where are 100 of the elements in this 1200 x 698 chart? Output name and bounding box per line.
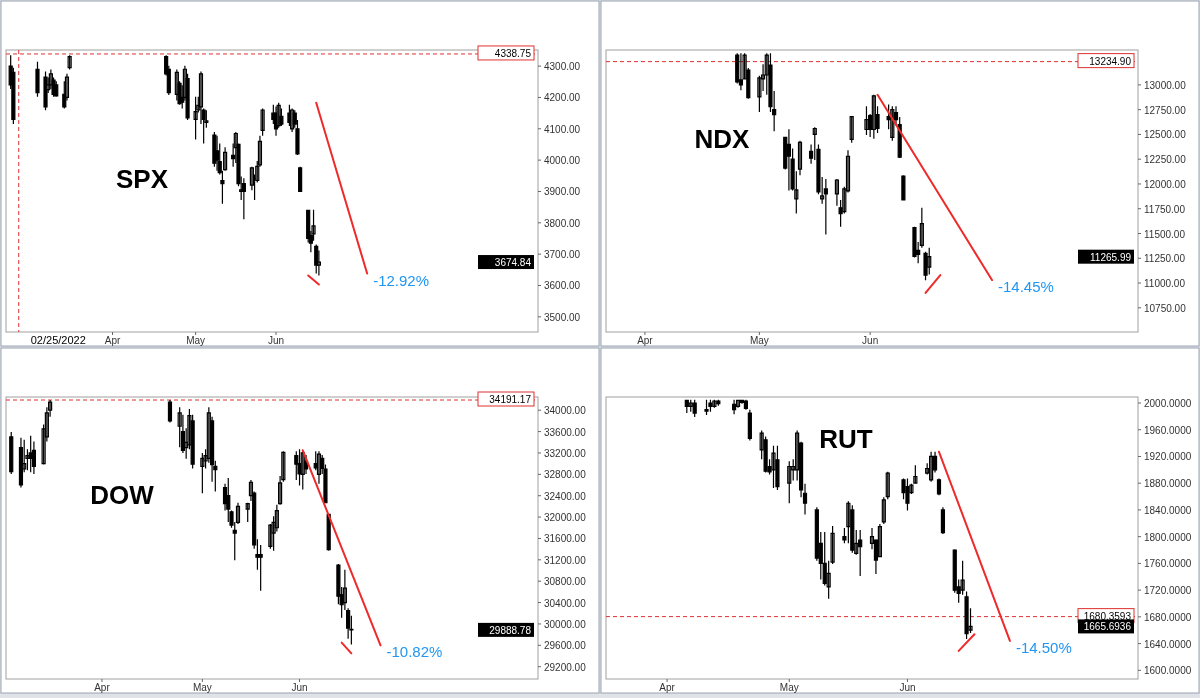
- y-tick-label: 31200.00: [544, 554, 587, 566]
- candlestick: [712, 399, 717, 409]
- y-tick-label: 4200.00: [544, 92, 581, 104]
- candlestick: [67, 54, 72, 71]
- candlestick: [731, 399, 737, 415]
- candlestick: [834, 178, 840, 207]
- candlestick: [771, 445, 776, 489]
- candlestick: [738, 52, 744, 91]
- y-tick-label: 31600.00: [544, 533, 587, 545]
- y-tick-label: 12250.00: [1144, 154, 1187, 166]
- y-tick-label: 4300.00: [544, 61, 581, 73]
- x-tick-label: May: [749, 335, 769, 346]
- y-tick-label: 32400.00: [544, 490, 587, 502]
- y-tick-label: 3600.00: [544, 280, 581, 292]
- y-tick-label: 11000.00: [1144, 278, 1186, 290]
- y-tick-label: 12000.00: [1144, 178, 1187, 190]
- y-tick-label: 32800.00: [544, 469, 587, 481]
- ref-line-label: 4338.75: [494, 47, 532, 59]
- text: RUT: [819, 423, 873, 454]
- y-tick-label: 30000.00: [544, 618, 587, 630]
- candlestick: [316, 450, 322, 485]
- candlestick: [245, 502, 250, 523]
- y-tick-label: 3500.00: [544, 311, 581, 323]
- candlestick: [929, 451, 934, 483]
- x-tick-label: Apr: [659, 682, 676, 693]
- y-tick-label: 3900.00: [544, 186, 581, 198]
- y-tick-label: 4000.00: [544, 155, 581, 167]
- y-tick-label: 1960.0000: [1144, 424, 1192, 436]
- candlestick: [297, 448, 302, 487]
- x-tick-label: Apr: [637, 335, 654, 346]
- candlestick: [279, 107, 284, 127]
- candlestick: [786, 128, 792, 192]
- ref-line-label: 34191.17: [489, 394, 532, 406]
- candlestick: [864, 105, 869, 136]
- x-tick-label: Apr: [104, 335, 121, 346]
- x-tick-label: May: [779, 682, 799, 693]
- candlestick: [797, 140, 803, 176]
- candlestick: [692, 399, 697, 418]
- annotation: -10.82%: [386, 643, 443, 661]
- y-tick-label: 3800.00: [544, 217, 581, 229]
- x-tick-label: Jun: [291, 682, 308, 693]
- candlestick: [193, 96, 198, 141]
- candlestick: [708, 399, 713, 413]
- text: SPX: [115, 163, 169, 194]
- y-tick-label: 1720.0000: [1144, 585, 1192, 597]
- y-tick-label: 1600.0000: [1144, 665, 1192, 677]
- candlestick: [35, 61, 40, 98]
- x-tick-label: May: [186, 335, 206, 346]
- y-tick-label: 11250.00: [1144, 253, 1186, 265]
- y-tick-label: 4100.00: [544, 123, 581, 135]
- y-tick-label: 12500.00: [1144, 129, 1187, 141]
- x-tick-label: Jun: [899, 682, 916, 693]
- annotation: 1665.6936: [1083, 621, 1132, 633]
- y-tick-label: 10750.00: [1144, 302, 1187, 314]
- x-tick-label: Jun: [862, 335, 879, 346]
- candlestick: [743, 399, 749, 411]
- y-tick-label: 1880.0000: [1144, 478, 1192, 490]
- candlestick: [214, 135, 220, 172]
- candlestick: [905, 477, 910, 512]
- y-tick-label: 1840.0000: [1144, 504, 1192, 516]
- y-tick-label: 34000.00: [544, 405, 587, 417]
- candlestick: [18, 437, 24, 489]
- y-tick-label: 29600.00: [544, 640, 587, 652]
- y-tick-label: 1640.0000: [1144, 638, 1192, 650]
- y-tick-label: 11500.00: [1144, 228, 1186, 240]
- candlestick: [31, 440, 37, 475]
- annotation: -14.50%: [1015, 638, 1072, 656]
- y-tick-label: 32000.00: [544, 512, 587, 524]
- y-tick-label: 33200.00: [544, 447, 587, 459]
- y-tick-label: 30400.00: [544, 597, 587, 609]
- y-tick-label: 33600.00: [544, 426, 587, 438]
- annotation: 29888.78: [489, 624, 532, 636]
- ref-line-label: 13234.90: [1089, 55, 1132, 67]
- candlestick: [28, 435, 33, 473]
- candlestick: [923, 251, 928, 281]
- ref-line-label: 02/25/2022: [30, 334, 86, 346]
- y-tick-label: 1800.0000: [1144, 531, 1192, 543]
- candlestick: [704, 399, 709, 416]
- candlestick: [260, 107, 265, 137]
- y-tick-label: 2000.0000: [1144, 398, 1192, 410]
- candlestick: [927, 247, 932, 276]
- candlestick: [684, 399, 689, 414]
- x-tick-label: Apr: [94, 682, 111, 693]
- y-tick-label: 11750.00: [1144, 203, 1186, 215]
- y-tick-label: 29200.00: [544, 661, 587, 673]
- candlestick: [54, 80, 59, 98]
- candlestick: [200, 452, 205, 494]
- y-tick-label: 1680.0000: [1144, 611, 1192, 623]
- y-tick-label: 1920.0000: [1144, 451, 1192, 463]
- y-tick-label: 13000.00: [1144, 79, 1187, 91]
- y-tick-label: 12750.00: [1144, 104, 1187, 116]
- candlestick: [787, 460, 792, 504]
- x-tick-label: May: [192, 682, 212, 693]
- candlestick: [688, 399, 693, 413]
- candlestick: [901, 174, 906, 201]
- y-tick-label: 1760.0000: [1144, 558, 1192, 570]
- candlestick: [858, 529, 863, 577]
- annotation: 11265.99: [1090, 251, 1132, 263]
- text: DOW: [90, 479, 155, 510]
- candlestick: [823, 178, 828, 235]
